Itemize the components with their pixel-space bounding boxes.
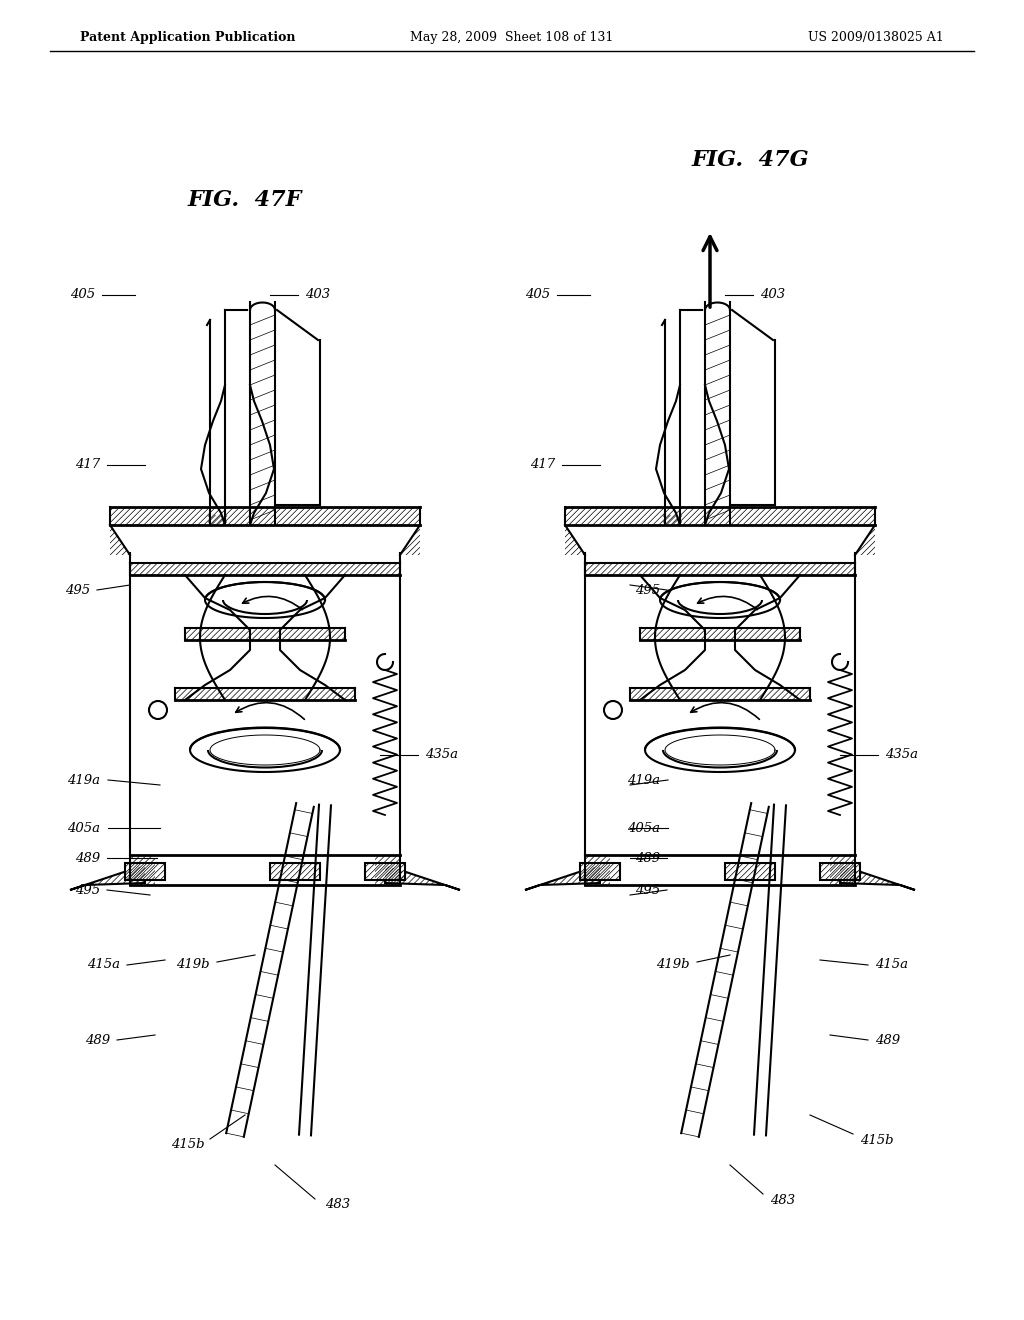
Text: 405: 405 (70, 289, 95, 301)
Text: Patent Application Publication: Patent Application Publication (80, 30, 296, 44)
Polygon shape (270, 863, 319, 880)
Text: 483: 483 (770, 1193, 795, 1206)
PathPatch shape (385, 865, 460, 890)
PathPatch shape (375, 855, 400, 884)
Text: 417: 417 (75, 458, 100, 471)
Text: 403: 403 (305, 289, 330, 301)
PathPatch shape (820, 863, 860, 880)
PathPatch shape (130, 564, 400, 576)
PathPatch shape (110, 525, 130, 554)
PathPatch shape (175, 688, 355, 700)
Text: 489: 489 (75, 851, 100, 865)
PathPatch shape (585, 564, 855, 576)
PathPatch shape (110, 507, 420, 525)
Polygon shape (385, 865, 460, 890)
PathPatch shape (400, 525, 420, 554)
Polygon shape (840, 865, 915, 890)
Polygon shape (725, 863, 775, 880)
PathPatch shape (855, 525, 874, 554)
Polygon shape (70, 865, 145, 890)
PathPatch shape (830, 855, 855, 884)
PathPatch shape (70, 865, 145, 890)
Text: 405a: 405a (627, 821, 660, 834)
Text: 403: 403 (760, 289, 785, 301)
PathPatch shape (185, 628, 345, 640)
Polygon shape (525, 865, 600, 890)
Polygon shape (365, 863, 406, 880)
PathPatch shape (130, 855, 155, 884)
Text: 483: 483 (325, 1199, 350, 1212)
Text: 415b: 415b (860, 1134, 894, 1147)
Text: 405a: 405a (67, 821, 100, 834)
Text: 415a: 415a (87, 958, 120, 972)
PathPatch shape (125, 863, 165, 880)
PathPatch shape (725, 863, 775, 880)
Text: 419a: 419a (627, 774, 660, 787)
PathPatch shape (630, 688, 810, 700)
Text: 495: 495 (635, 583, 660, 597)
PathPatch shape (525, 865, 600, 890)
PathPatch shape (585, 855, 610, 884)
Polygon shape (125, 863, 165, 880)
Circle shape (604, 701, 622, 719)
Text: 435a: 435a (425, 748, 458, 762)
Text: FIG.  47G: FIG. 47G (691, 149, 809, 172)
Text: 495: 495 (75, 883, 100, 896)
Text: 405: 405 (525, 289, 550, 301)
Polygon shape (580, 863, 620, 880)
Text: 417: 417 (529, 458, 555, 471)
Polygon shape (820, 863, 860, 880)
PathPatch shape (270, 863, 319, 880)
PathPatch shape (565, 525, 585, 554)
Text: 419b: 419b (176, 958, 210, 972)
Text: 419a: 419a (67, 774, 100, 787)
Text: 489: 489 (635, 851, 660, 865)
PathPatch shape (640, 628, 800, 640)
PathPatch shape (580, 863, 620, 880)
Text: 489: 489 (85, 1034, 110, 1047)
Text: 435a: 435a (885, 748, 918, 762)
Text: 415b: 415b (171, 1138, 205, 1151)
Text: 495: 495 (65, 583, 90, 597)
Text: 495: 495 (635, 883, 660, 896)
Text: 415a: 415a (874, 958, 908, 972)
Text: 419b: 419b (656, 958, 690, 972)
Text: May 28, 2009  Sheet 108 of 131: May 28, 2009 Sheet 108 of 131 (411, 30, 613, 44)
Text: FIG.  47F: FIG. 47F (187, 189, 302, 211)
PathPatch shape (840, 865, 915, 890)
Text: 489: 489 (874, 1034, 900, 1047)
Circle shape (150, 701, 167, 719)
PathPatch shape (365, 863, 406, 880)
Text: US 2009/0138025 A1: US 2009/0138025 A1 (808, 30, 944, 44)
PathPatch shape (565, 507, 874, 525)
